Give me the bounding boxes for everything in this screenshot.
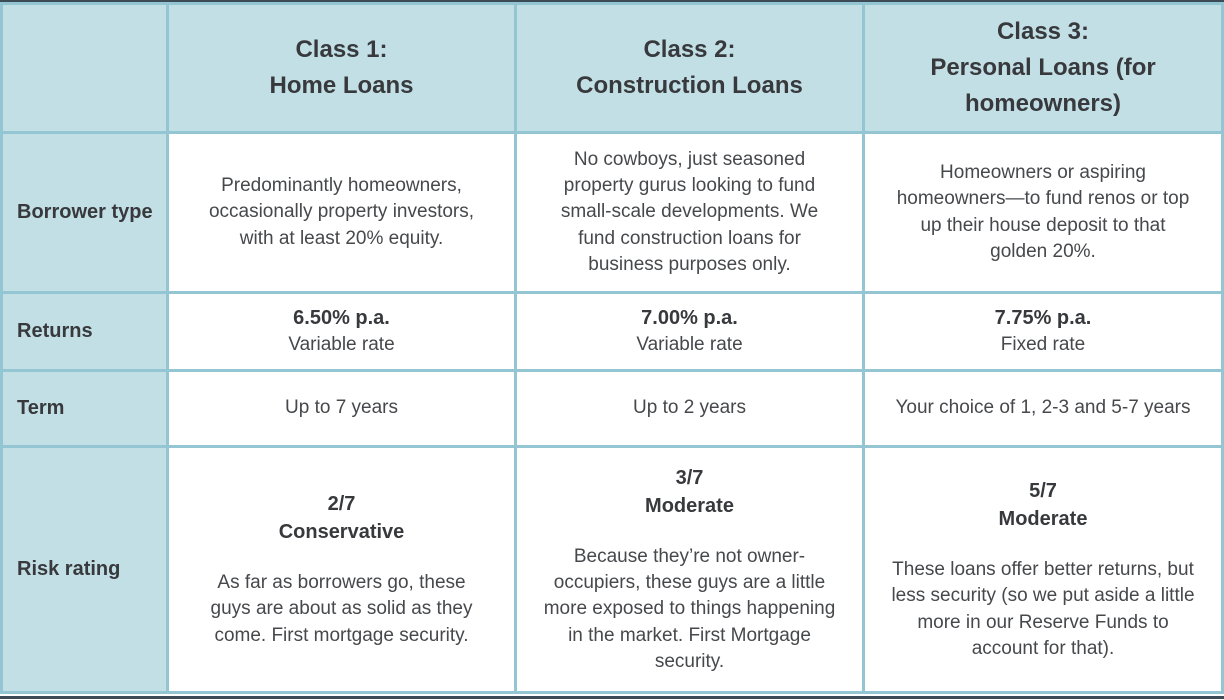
cell-text: Homeowners or aspiring homeowners—to fun… (896, 162, 1190, 262)
column-header-line: Class 1: (295, 36, 388, 63)
return-rate: 6.50% p.a. (293, 307, 390, 330)
column-header-line: Home Loans (269, 72, 414, 99)
risk-description: These loans offer better returns, but le… (891, 559, 1195, 659)
borrower-type-class-1: Predominantly homeowners, occasionally p… (169, 134, 514, 291)
cell-text: Up to 2 years (633, 397, 746, 419)
return-rate: 7.00% p.a. (641, 307, 738, 330)
column-header-class-3: Class 3: Personal Loans (for homeowners) (865, 5, 1221, 131)
term-class-3: Your choice of 1, 2-3 and 5-7 years (865, 372, 1221, 445)
risk-description: Because they’re not owner-occupiers, the… (543, 545, 836, 672)
risk-level: Conservative (278, 521, 405, 544)
table-corner-cell (3, 5, 166, 131)
term-class-1: Up to 7 years (169, 372, 514, 445)
risk-description: As far as borrowers go, these guys are a… (210, 572, 473, 646)
column-header-line: Personal Loans (for homeowners) (930, 54, 1156, 117)
return-rate-type: Variable rate (288, 334, 395, 356)
column-header-class-1: Class 1: Home Loans (169, 5, 514, 131)
risk-rating-class-2: 3/7 Moderate Because they’re not owner-o… (517, 448, 862, 691)
row-label-text: Borrower type (17, 201, 153, 223)
risk-rating-class-3: 5/7 Moderate These loans offer better re… (865, 448, 1221, 691)
column-header-line: Class 3: (996, 18, 1090, 45)
row-label-text: Term (17, 397, 65, 419)
cell-text: Up to 7 years (285, 397, 398, 419)
risk-level: Moderate (645, 494, 734, 517)
returns-class-1: 6.50% p.a. Variable rate (169, 294, 514, 369)
cell-text: Predominantly homeowners, occasionally p… (208, 175, 475, 249)
row-label-returns: Returns (3, 294, 166, 369)
returns-class-2: 7.00% p.a. Variable rate (517, 294, 862, 369)
column-header-class-2: Class 2: Construction Loans (517, 5, 862, 131)
column-header-line: Construction Loans (576, 72, 803, 99)
risk-score: 5/7 (1029, 480, 1057, 503)
row-label-borrower-type: Borrower type (3, 134, 166, 291)
returns-class-3: 7.75% p.a. Fixed rate (865, 294, 1221, 369)
row-label-text: Returns (17, 320, 93, 342)
return-rate-type: Variable rate (636, 334, 743, 356)
risk-level: Moderate (998, 508, 1088, 531)
borrower-type-class-3: Homeowners or aspiring homeowners—to fun… (865, 134, 1221, 291)
row-label-text: Risk rating (17, 558, 121, 580)
term-class-2: Up to 2 years (517, 372, 862, 445)
risk-rating-class-1: 2/7 Conservative As far as borrowers go,… (169, 448, 514, 691)
row-label-term: Term (3, 372, 166, 445)
return-rate: 7.75% p.a. (994, 307, 1092, 330)
column-header-line: Class 2: (643, 36, 736, 63)
page-bottom-rule (0, 696, 1224, 699)
borrower-type-class-2: No cowboys, just seasoned property gurus… (517, 134, 862, 291)
risk-score: 3/7 (675, 466, 704, 489)
row-label-risk-rating: Risk rating (3, 448, 166, 691)
cell-text: No cowboys, just seasoned property gurus… (560, 148, 819, 275)
return-rate-type: Fixed rate (1000, 334, 1086, 356)
risk-score: 2/7 (327, 493, 356, 516)
page-top-rule (0, 0, 1224, 2)
cell-text: Your choice of 1, 2-3 and 5-7 years (895, 397, 1191, 419)
